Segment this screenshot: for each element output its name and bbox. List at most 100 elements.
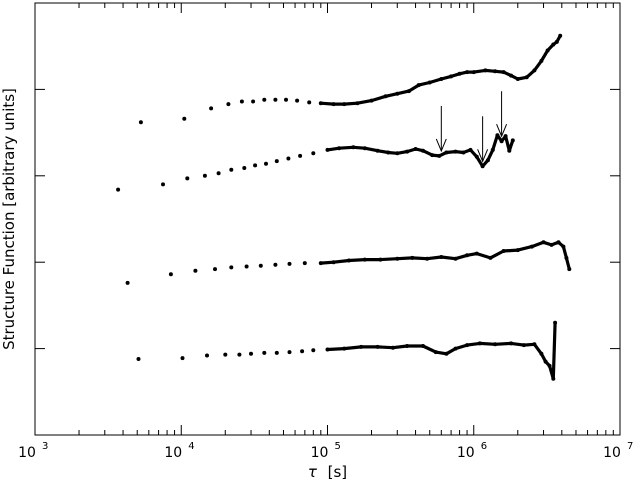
- data-point: [405, 149, 410, 154]
- data-point: [359, 344, 364, 349]
- data-point: [284, 97, 288, 102]
- data-point: [331, 102, 336, 107]
- data-point: [346, 258, 351, 263]
- x-axis-ticks: [34, 3, 621, 435]
- data-point: [405, 344, 410, 348]
- data-point: [253, 163, 258, 168]
- data-point: [449, 74, 454, 79]
- arrow-annotation: [435, 105, 447, 153]
- data-point: [421, 344, 425, 348]
- data-point: [430, 153, 435, 158]
- data-point: [551, 376, 556, 381]
- data-point: [509, 341, 514, 346]
- x-tick-label-exponent: 5: [335, 441, 341, 452]
- data-point: [499, 139, 504, 144]
- data-point: [474, 251, 479, 256]
- data-point: [416, 83, 421, 88]
- data-point: [485, 158, 490, 163]
- data-point: [501, 249, 506, 253]
- arrow-annotation: [496, 91, 508, 138]
- data-point: [229, 265, 234, 270]
- data-point: [561, 244, 566, 249]
- data-point: [325, 347, 330, 352]
- data-series-layer: [116, 33, 572, 381]
- data-point: [274, 350, 279, 355]
- data-point: [471, 70, 476, 75]
- data-point: [273, 262, 278, 267]
- data-point: [453, 149, 458, 154]
- data-point: [205, 353, 209, 358]
- data-point: [202, 173, 207, 178]
- data-point: [223, 352, 228, 357]
- data-point: [237, 352, 242, 357]
- data-point: [342, 346, 347, 351]
- data-point: [264, 161, 268, 166]
- data-point: [465, 253, 470, 258]
- data-point: [375, 148, 380, 153]
- y-axis-ticks: [35, 2, 620, 436]
- data-point: [244, 264, 249, 269]
- data-point: [529, 244, 534, 249]
- data-point: [242, 166, 247, 170]
- data-point: [509, 73, 514, 78]
- x-tick-labels: 10 3 10 4 10 5 10 6 10 7: [18, 441, 633, 461]
- data-series-1: [138, 33, 563, 125]
- data-point: [369, 98, 374, 103]
- data-point: [453, 256, 458, 261]
- data-point: [311, 348, 316, 353]
- data-point: [507, 148, 512, 153]
- data-point: [474, 154, 479, 159]
- data-point: [444, 351, 449, 356]
- data-point: [325, 147, 330, 152]
- data-point: [543, 359, 548, 364]
- x-tick-label-exponent: 3: [42, 441, 48, 452]
- x-axis-label: τ [s]: [308, 463, 347, 481]
- data-point: [125, 280, 130, 285]
- data-point: [209, 106, 214, 111]
- data-series-4: [136, 320, 558, 381]
- series-dense-trace: [319, 240, 571, 271]
- data-point: [116, 187, 121, 192]
- data-point: [539, 58, 544, 63]
- data-point: [427, 80, 432, 85]
- data-point: [249, 351, 253, 356]
- data-point: [493, 69, 498, 74]
- data-point: [378, 257, 383, 262]
- data-point: [298, 153, 303, 158]
- data-point: [524, 75, 529, 80]
- data-point: [362, 257, 367, 262]
- data-point: [395, 151, 400, 156]
- data-point: [302, 261, 307, 266]
- data-point: [433, 350, 438, 355]
- data-point: [136, 357, 141, 361]
- arrow-annotation: [477, 116, 489, 163]
- arrow-head: [496, 124, 508, 138]
- data-point: [226, 102, 231, 107]
- data-point: [355, 101, 360, 106]
- data-point: [551, 42, 556, 47]
- data-point: [545, 48, 550, 53]
- x-axis-label-symbol: τ: [308, 463, 318, 481]
- x-tick-label-exponent: 4: [188, 441, 194, 452]
- data-point: [274, 159, 279, 164]
- data-point: [262, 97, 267, 102]
- axes-frame: [34, 2, 621, 436]
- data-point: [558, 33, 563, 38]
- data-point: [307, 100, 312, 105]
- data-point: [311, 151, 316, 156]
- data-point: [287, 261, 292, 266]
- data-point: [161, 182, 165, 187]
- data-point: [515, 248, 520, 253]
- data-point: [480, 164, 485, 169]
- data-point: [477, 341, 482, 346]
- data-point: [287, 350, 292, 355]
- plot-frame: [34, 2, 621, 436]
- data-point: [351, 145, 356, 150]
- data-point: [258, 263, 263, 268]
- x-tick-label-exponent: 7: [627, 441, 633, 452]
- data-point: [495, 133, 500, 138]
- y-axis-label: Structure Function [arbitrary units]: [0, 88, 18, 350]
- data-point: [300, 349, 305, 354]
- data-series-2: [116, 133, 515, 192]
- x-tick-label: 10: [311, 445, 329, 461]
